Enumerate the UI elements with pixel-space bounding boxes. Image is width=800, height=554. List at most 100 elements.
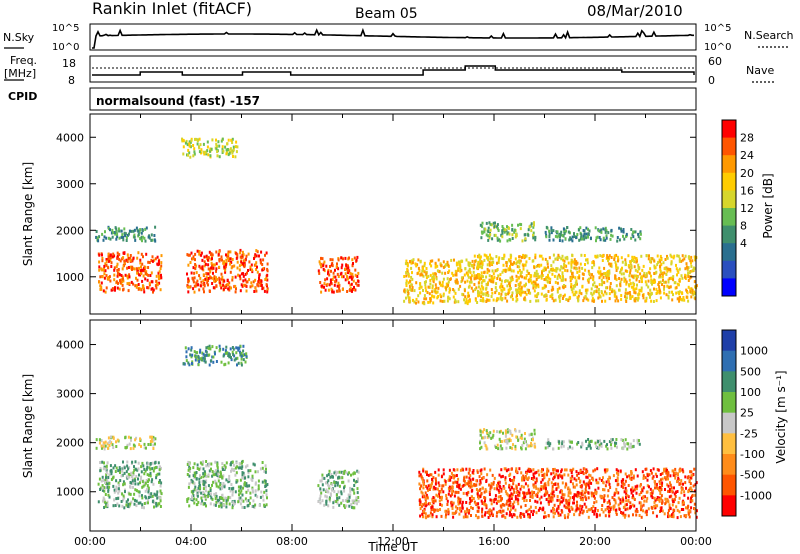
echo-cell: [320, 479, 323, 483]
echo-cell: [102, 496, 105, 500]
echo-cell: [229, 260, 232, 264]
echo-cell: [666, 497, 669, 501]
echo-cell: [633, 498, 636, 501]
echo-cell: [522, 267, 525, 271]
echo-cell: [562, 498, 565, 502]
echo-cell: [424, 283, 427, 287]
echo-cell: [357, 496, 360, 499]
echo-cell: [139, 287, 142, 291]
echo-cell: [211, 345, 214, 349]
echo-cell: [197, 283, 200, 287]
echo-cell: [119, 471, 121, 474]
echo-cell: [627, 499, 630, 502]
echo-cell: [336, 496, 339, 500]
echo-cell: [317, 500, 320, 503]
echo-cell: [535, 511, 538, 515]
echo-cell: [520, 270, 523, 274]
echo-cell: [490, 275, 493, 279]
echo-cell: [123, 496, 126, 500]
echo-cell: [105, 464, 108, 468]
echo-cell: [513, 261, 516, 265]
echo-cell: [628, 291, 631, 294]
echo-cell: [576, 282, 578, 286]
echo-cell: [587, 491, 590, 495]
echo-cell: [145, 467, 148, 471]
echo-cell: [109, 435, 112, 439]
echo-cell: [141, 279, 144, 283]
echo-cell: [532, 483, 535, 487]
echo-cell: [635, 487, 638, 491]
echo-cell: [406, 288, 409, 292]
echo-cell: [534, 256, 537, 260]
echo-cell: [473, 263, 476, 267]
echo-cell: [625, 300, 628, 303]
echo-cell: [653, 259, 656, 263]
echo-cell: [493, 233, 496, 237]
echo-cell: [578, 513, 581, 517]
echo-cell: [253, 257, 255, 260]
echo-cell: [107, 489, 110, 493]
echo-cell: [139, 501, 142, 505]
date-label: 08/Mar/2010: [587, 2, 683, 20]
echo-cell: [573, 261, 576, 265]
echo-cell: [451, 474, 454, 478]
echo-cell: [420, 475, 423, 479]
echo-cell: [624, 258, 627, 262]
echo-cell: [465, 501, 468, 504]
echo-cell: [141, 262, 144, 266]
echo-cell: [478, 273, 480, 277]
echo-cell: [487, 281, 489, 285]
echo-cell: [433, 510, 436, 513]
cpid-panel-frame: [89, 87, 697, 111]
echo-cell: [663, 287, 665, 291]
echo-cell: [237, 361, 240, 365]
echo-cell: [681, 258, 684, 262]
echo-cell: [532, 286, 535, 290]
echo-cell: [118, 273, 121, 276]
echo-cell: [215, 492, 218, 496]
echo-cell: [470, 481, 473, 485]
echo-cell: [438, 270, 441, 274]
echo-cell: [320, 290, 323, 294]
echo-cell: [337, 490, 340, 494]
echo-cell: [200, 502, 203, 506]
echo-cell: [238, 274, 241, 278]
echo-cell: [99, 488, 102, 491]
echo-cell: [684, 481, 687, 485]
echo-cell: [554, 257, 557, 261]
echo-cell: [522, 491, 525, 495]
echo-cell: [121, 467, 124, 471]
echo-cell: [249, 469, 252, 473]
echo-cell: [611, 234, 614, 238]
echo-cell: [112, 436, 115, 440]
echo-cell: [139, 481, 141, 485]
echo-cell: [547, 480, 550, 484]
echo-cell: [550, 499, 553, 503]
echo-cell: [562, 227, 565, 231]
echo-cell: [146, 465, 149, 469]
echo-cell: [654, 504, 657, 508]
echo-cell: [144, 227, 147, 231]
echo-cell: [423, 264, 426, 268]
echo-cell: [415, 264, 418, 268]
echo-cell: [240, 357, 243, 361]
echo-cell: [119, 479, 122, 482]
echo-cell: [436, 264, 439, 268]
echo-cell: [650, 471, 653, 475]
echo-cell: [423, 294, 426, 298]
echo-cell: [693, 292, 696, 296]
echo-cell: [671, 503, 674, 507]
echo-cell: [458, 263, 461, 267]
echo-cell: [249, 267, 252, 271]
echo-cell: [425, 297, 428, 301]
echo-cell: [227, 361, 230, 365]
echo-cell: [446, 277, 449, 281]
echo-cell: [322, 488, 325, 492]
echo-cell: [511, 294, 513, 298]
echo-cell: [403, 289, 406, 293]
echo-cell: [149, 462, 152, 465]
echo-cell: [681, 502, 684, 506]
echo-cell: [517, 290, 519, 294]
echo-cell: [517, 502, 520, 506]
echo-cell: [478, 482, 481, 486]
